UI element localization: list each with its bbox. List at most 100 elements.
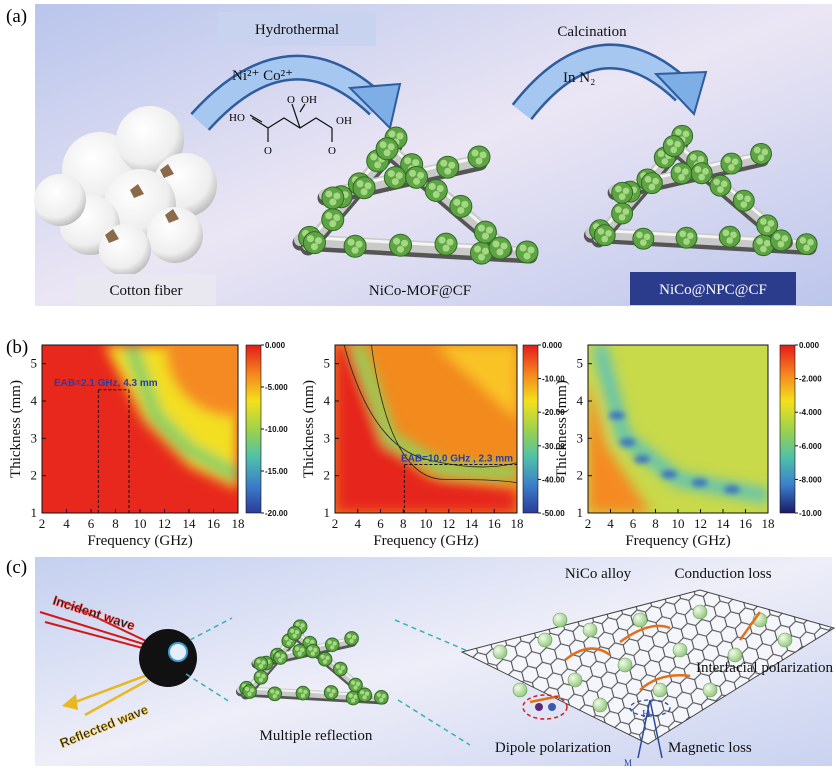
mof-cluster [322, 209, 344, 231]
mof-grain [389, 131, 396, 138]
x-tick-label: 12 [694, 516, 707, 531]
field-label: H [642, 708, 650, 720]
colorbar-tick-label: -2.000 [799, 375, 822, 384]
mof-grain [480, 152, 487, 159]
mof-grain [325, 656, 329, 660]
mof-grain [412, 159, 419, 166]
mof-cluster [516, 241, 538, 263]
y-tick-label: 4 [324, 393, 331, 408]
mof-grain [261, 674, 265, 678]
mof-grain [670, 147, 677, 154]
mof-cluster [358, 688, 372, 702]
mof-grain [404, 157, 411, 164]
mof-grain [448, 162, 455, 169]
mof-grain [758, 154, 765, 161]
mof-grain [365, 182, 372, 189]
colorbar-tick-label: -8.000 [799, 475, 822, 484]
atom: OH [336, 115, 352, 127]
mof-grain [760, 218, 767, 225]
mof-grain [351, 698, 355, 702]
dipole-charge [548, 703, 556, 711]
minimum [634, 455, 650, 463]
x-tick-label: 10 [672, 516, 685, 531]
y-axis-title: Thickness (mm) [301, 380, 317, 478]
mof-grain [290, 629, 294, 633]
x-tick-label: 10 [134, 516, 147, 531]
mof-grain [313, 648, 317, 652]
mof-cluster [376, 138, 398, 160]
mof-cluster [325, 638, 339, 652]
mof-grain [310, 640, 314, 644]
mof-grain [325, 190, 332, 197]
mof-cluster [324, 686, 338, 700]
mof-grain [619, 214, 626, 221]
mof-grain [644, 233, 651, 240]
mof-grain [601, 236, 608, 243]
mof-grain [256, 673, 260, 677]
x-axis-title: Frequency (GHz) [373, 533, 478, 549]
nico-particle [778, 633, 792, 647]
panel-label: (a) [6, 6, 27, 27]
mof-grain [803, 245, 810, 252]
mechanism-label: Conduction loss [674, 566, 771, 582]
mof-grain [724, 156, 731, 163]
mof-cluster [721, 153, 742, 174]
y-tick-label: 5 [31, 356, 38, 371]
y-tick-label: 3 [577, 430, 584, 445]
mof-cluster [594, 225, 615, 246]
x-tick-label: 18 [511, 516, 524, 531]
mof-grain [698, 174, 705, 181]
mof-grain [723, 230, 730, 237]
mof-cluster [318, 652, 332, 666]
colorbar [523, 345, 538, 513]
mof-grain [250, 688, 254, 692]
mof-cluster [771, 230, 792, 251]
x-tick-label: 14 [183, 516, 197, 531]
mof-grain [497, 249, 504, 256]
mof-cluster [390, 234, 412, 256]
mof-cluster [254, 657, 268, 671]
mof-grain [623, 188, 630, 195]
mof-grain [365, 691, 369, 695]
mof-grain [764, 226, 771, 233]
mof-grain [528, 247, 535, 254]
colorbar-tick-label: -20.00 [265, 509, 288, 518]
x-tick-label: 16 [739, 516, 753, 531]
x-tick-label: 8 [652, 516, 659, 531]
y-tick-label: 3 [324, 430, 331, 445]
mof-cluster [322, 187, 344, 209]
x-tick-label: 14 [465, 516, 479, 531]
step-label: Calcination [557, 24, 627, 40]
mechanism-label: NiCo alloy [565, 566, 632, 582]
mof-cluster [268, 687, 282, 701]
contour-field [588, 345, 768, 513]
mof-grain [292, 634, 296, 638]
minimum [724, 485, 740, 493]
mof-grain [756, 238, 763, 245]
mof-cluster [671, 163, 692, 184]
mof-cluster [691, 163, 712, 184]
mof-grain [401, 240, 408, 247]
y-axis-title: Thickness (mm) [554, 380, 570, 478]
mof-grain [348, 693, 352, 697]
mof-grain [336, 664, 340, 668]
mof-grain [675, 129, 682, 136]
colorbar-tick-label: 0.000 [265, 341, 286, 350]
mof-grain [281, 654, 285, 658]
mof-cluster [719, 226, 740, 247]
mof-grain [320, 655, 324, 659]
mof-grain [349, 639, 353, 643]
mof-grain [486, 227, 493, 234]
mof-grain [524, 253, 531, 260]
y-tick-label: 5 [577, 356, 584, 371]
mof-cluster [733, 190, 754, 211]
mof-cluster [334, 662, 348, 676]
mof-cluster [243, 685, 257, 699]
mof-grain [474, 246, 481, 253]
mof-grain [472, 150, 479, 157]
mof-grain [356, 682, 360, 686]
mof-grain [679, 231, 686, 238]
colorbar [780, 345, 795, 513]
